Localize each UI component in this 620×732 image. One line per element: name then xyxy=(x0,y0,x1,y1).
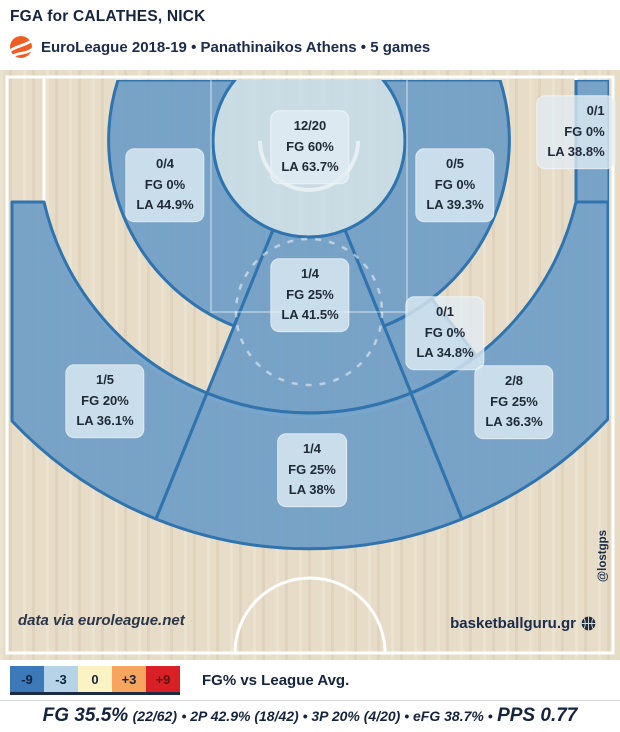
restricted-area-arc xyxy=(258,140,360,192)
court: 12/20 FG 60% LA 63.7% 0/4 FG 0% LA 44.9%… xyxy=(0,70,620,660)
totals-splits: • 2P 42.9% (18/42) • 3P 20% (4/20) • eFG… xyxy=(181,708,493,724)
legend-swatch-neg9: -9 xyxy=(10,666,44,692)
zone-shape-three-left xyxy=(10,200,209,521)
totals-line: FG 35.5% (22/62) • 2P 42.9% (18/42) • 3P… xyxy=(0,703,620,730)
zone-label-at-rim: 12/20 FG 60% LA 63.7% xyxy=(270,110,350,184)
author-credit: @lostgps xyxy=(597,529,609,583)
zone-label-corner-right: 0/1 FG 0% LA 38.8% xyxy=(536,95,616,169)
zone-label-three-right: 2/8 FG 25% LA 36.3% xyxy=(474,365,554,439)
free-throw-circle-line xyxy=(234,237,384,387)
zone-label-paint-left: 0/4 FG 0% LA 44.9% xyxy=(125,148,205,222)
totals-fg: FG 35.5% xyxy=(42,705,129,726)
legend-title: FG% vs League Avg. xyxy=(202,672,350,689)
divider-line xyxy=(0,700,620,701)
site-watermark: basketballguru.gr xyxy=(450,615,596,632)
subtitle: EuroLeague 2018-19 • Panathinaikos Athen… xyxy=(41,38,431,56)
legend-swatch-pos3: +3 xyxy=(112,666,146,692)
subtitle-row: EuroLeague 2018-19 • Panathinaikos Athen… xyxy=(8,34,430,60)
legend-swatch-neg3: -3 xyxy=(44,666,78,692)
legend: -9 -3 0 +3 +9 FG% vs League Avg. xyxy=(10,666,349,695)
legend-swatch-pos9: +9 xyxy=(146,666,180,692)
legend-scale: -9 -3 0 +3 +9 xyxy=(10,666,180,695)
zone-label-free-throw: 1/4 FG 25% LA 41.5% xyxy=(270,258,350,332)
zone-label-three-left: 1/5 FG 20% LA 36.1% xyxy=(65,364,145,438)
basketball-icon xyxy=(581,616,596,631)
zone-label-midrange-right: 0/1 FG 0% LA 34.8% xyxy=(405,296,485,370)
center-circle-line xyxy=(233,576,387,654)
court-boundary-line xyxy=(5,75,615,655)
zone-label-three-center: 1/4 FG 25% LA 38% xyxy=(277,433,347,507)
page-title: FGA for CALATHES, NICK xyxy=(10,8,206,25)
legend-swatch-zero: 0 xyxy=(78,666,112,692)
zone-label-paint-right: 0/5 FG 0% LA 39.3% xyxy=(415,148,495,222)
euroleague-logo-icon xyxy=(8,36,34,58)
totals-fg-raw: (22/62) xyxy=(132,708,177,724)
totals-pps: PPS 0.77 xyxy=(497,705,578,726)
data-source-watermark: data via euroleague.net xyxy=(18,612,185,629)
